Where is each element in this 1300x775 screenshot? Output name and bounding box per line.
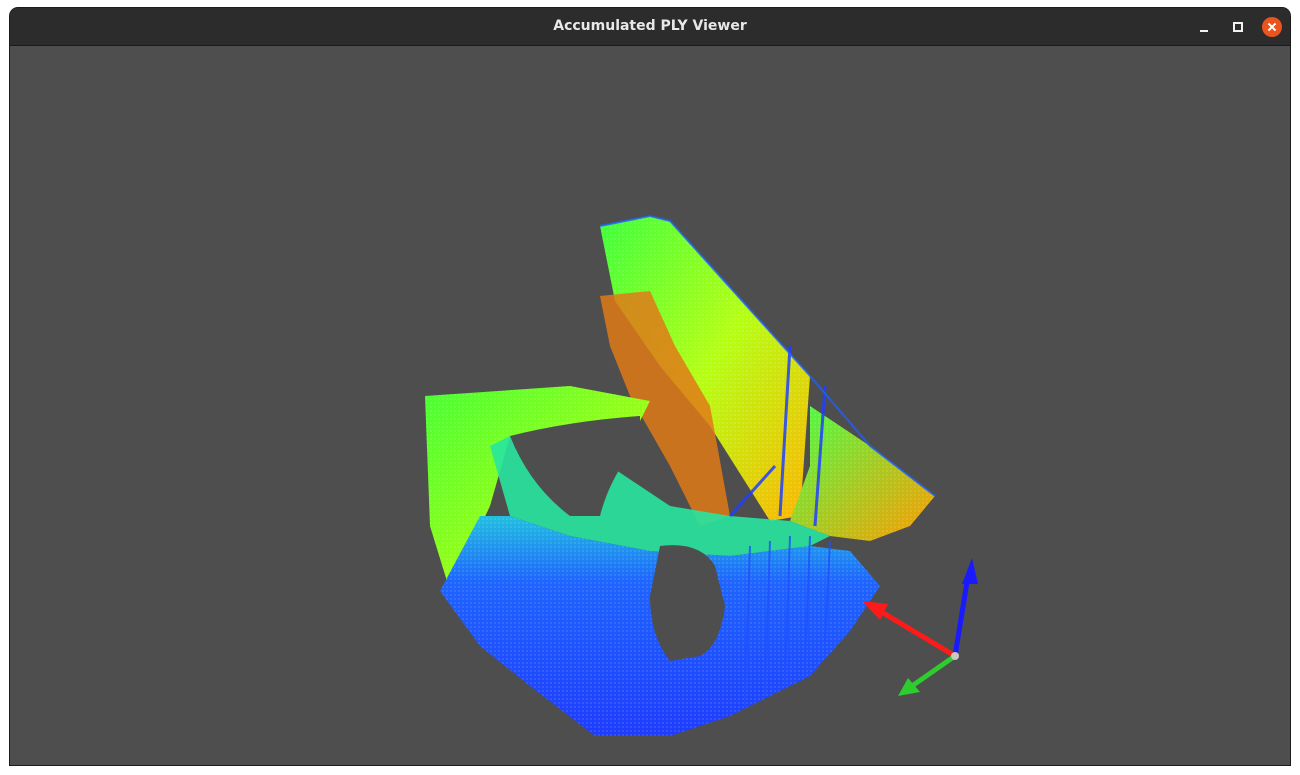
z-axis-arrow-icon [962, 558, 978, 584]
point-cloud [425, 214, 936, 736]
point-cloud-canvas[interactable] [10, 46, 1290, 765]
x-axis-arrow-icon [862, 601, 888, 620]
cloud-right-block-texture [790, 406, 935, 541]
point-cloud-viewport[interactable] [10, 46, 1290, 765]
cloud-left-block-texture [425, 386, 650, 591]
cloud-pillar-edges [728, 345, 827, 527]
axes-gizmo [862, 558, 978, 696]
y-axis-line [910, 653, 957, 689]
app-window: Accumulated PLY Viewer [10, 8, 1290, 765]
close-icon[interactable] [1262, 17, 1282, 37]
z-axis-line [952, 575, 971, 657]
cloud-upper-wall-texture [600, 216, 810, 521]
maximize-icon[interactable] [1228, 17, 1248, 37]
cloud-clutter [600, 291, 730, 526]
axes-origin [951, 652, 959, 660]
minimize-icon[interactable] [1194, 17, 1214, 37]
cloud-opening-center [650, 545, 725, 661]
cloud-streaks [744, 535, 831, 707]
cloud-opening-left [510, 416, 640, 516]
window-title: Accumulated PLY Viewer [553, 18, 747, 34]
y-axis-arrow-icon [898, 678, 920, 696]
title-bar[interactable]: Accumulated PLY Viewer [10, 8, 1290, 46]
cloud-outline [599, 214, 936, 497]
x-axis-line [878, 608, 957, 659]
